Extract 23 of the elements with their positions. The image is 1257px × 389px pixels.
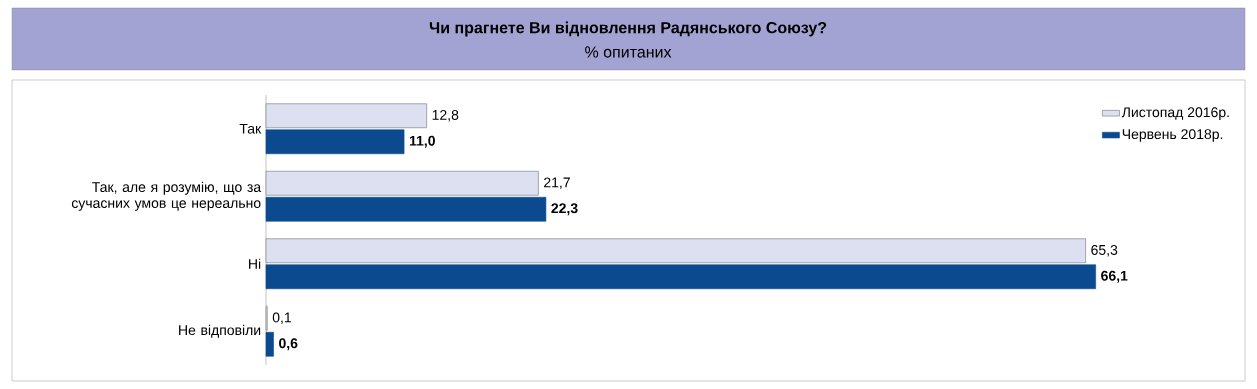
bar (265, 103, 427, 129)
y-tick-label: Так, але я розумію, що за сучасних умов це нереально (71, 181, 262, 211)
data-label: 12,8 (432, 109, 459, 122)
data-label: 65,3 (1091, 244, 1118, 257)
y-tick-label: Так (239, 123, 262, 134)
data-label: 11,0 (409, 135, 435, 148)
y-tick-label: Не відповіли (179, 324, 261, 338)
bar (265, 238, 1086, 264)
legend-label: Червень 2018р. (1122, 129, 1223, 142)
bar (265, 129, 405, 155)
data-label: 0,6 (279, 338, 298, 351)
data-label: 0,1 (272, 312, 292, 325)
chart-title: Чи прагнете Ви відновлення Радянського Союзу? (429, 21, 827, 37)
y-tick-label: Ні (249, 258, 261, 269)
data-label: 66,1 (1101, 270, 1128, 283)
bar (265, 264, 1096, 290)
chart-subtitle: % опитаних (585, 46, 672, 58)
bar (265, 331, 274, 357)
bar (265, 196, 547, 222)
bar (265, 170, 539, 196)
legend-label: Листопад 2016р. (1121, 107, 1229, 120)
data-label: 22,3 (551, 203, 578, 216)
data-label: 21,7 (544, 177, 570, 190)
